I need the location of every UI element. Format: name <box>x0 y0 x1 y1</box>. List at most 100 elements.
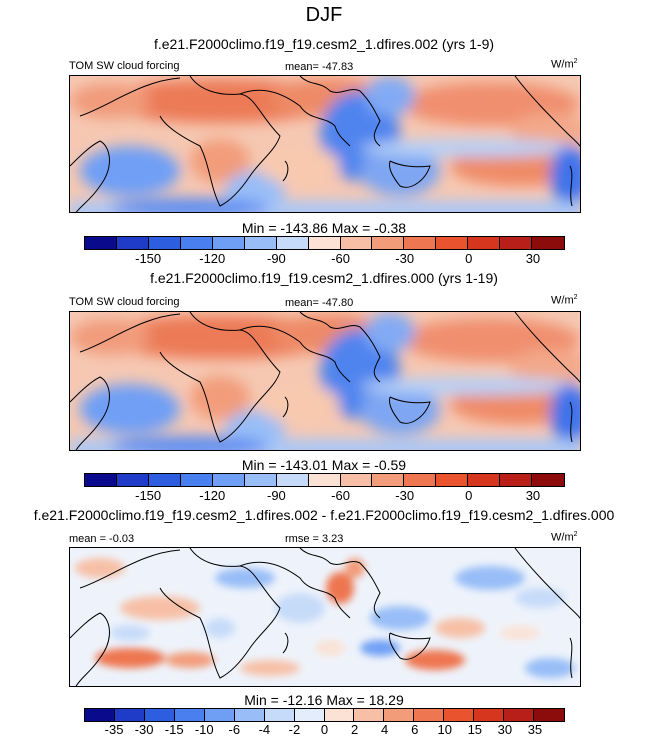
panel3-colorbar-ticks: -35 -30 -15 -10 -6 -4 -2 0 2 4 6 10 15 30 35 <box>84 722 565 740</box>
colorbar-tick-label: 10 <box>437 722 452 737</box>
colorbar-tick-label: 30 <box>497 722 513 737</box>
colorbar-swatch <box>148 474 181 486</box>
colorbar-tick-label: -4 <box>258 722 271 737</box>
colorbar-swatch <box>340 474 373 486</box>
colorbar-tick-label: -30 <box>134 722 154 737</box>
colorbar-swatch <box>294 709 325 721</box>
panel3-map-svg <box>70 548 580 686</box>
panel1-mean: mean= -47.83 <box>285 61 354 73</box>
colorbar-tick-label: 30 <box>525 251 541 266</box>
colorbar-swatch <box>85 474 117 486</box>
panel2-map <box>69 311 581 451</box>
colorbar-swatch <box>116 237 149 249</box>
colorbar-tick-label: -150 <box>135 251 162 266</box>
colorbar-swatch <box>244 237 277 249</box>
colorbar-tick-label: -2 <box>288 722 301 737</box>
colorbar-tick-label: -30 <box>395 488 415 503</box>
colorbar-swatch <box>404 474 437 486</box>
colorbar-swatch <box>468 474 501 486</box>
panel2-case-title: f.e21.F2000climo.f19_f19.cesm2_1.dfires.… <box>150 270 498 286</box>
panel3-mean: mean = -0.03 <box>69 533 135 545</box>
colorbar-swatch <box>444 709 475 721</box>
panel3-units: W/m2 <box>551 531 578 544</box>
colorbar-swatch <box>372 237 405 249</box>
colorbar-swatch <box>414 709 445 721</box>
panel3-rmse: rmse = 3.23 <box>285 533 344 545</box>
colorbar-swatch <box>264 709 295 721</box>
colorbar-swatch <box>116 474 149 486</box>
colorbar-tick-label: 0 <box>465 488 473 503</box>
colorbar-swatch <box>308 237 341 249</box>
colorbar-tick-label: -60 <box>331 488 350 503</box>
colorbar-swatch <box>244 474 277 486</box>
colorbar-tick-label: -35 <box>104 722 124 737</box>
colorbar-swatch <box>174 709 205 721</box>
colorbar-tick-label: 4 <box>381 722 389 737</box>
colorbar-swatch <box>180 237 213 249</box>
colorbar-tick-label: -120 <box>199 251 226 266</box>
colorbar-tick-label: -15 <box>164 722 184 737</box>
colorbar-tick-label: -30 <box>395 251 415 266</box>
panel1-case-title: f.e21.F2000climo.f19_f19.cesm2_1.dfires.… <box>153 36 495 52</box>
panel1-map-svg <box>70 76 580 212</box>
panel2-colorbar <box>84 473 565 487</box>
colorbar-swatch <box>468 237 501 249</box>
colorbar-tick-label: -120 <box>199 488 226 503</box>
colorbar-tick-label: 30 <box>525 488 541 503</box>
colorbar-swatch <box>212 474 245 486</box>
colorbar-swatch <box>436 474 469 486</box>
figure-title: DJF <box>305 4 343 26</box>
colorbar-swatch <box>85 709 115 721</box>
colorbar-swatch <box>532 474 565 486</box>
colorbar-tick-label: -60 <box>331 251 350 266</box>
colorbar-swatch <box>180 474 213 486</box>
colorbar-tick-label: -10 <box>194 722 214 737</box>
colorbar-swatch <box>204 709 235 721</box>
colorbar-tick-label: -90 <box>266 251 286 266</box>
panel1-colorbar-ticks: -150 -120 -90 -60 -30 0 30 <box>84 251 565 269</box>
panel1-units: W/m2 <box>551 58 578 71</box>
colorbar-tick-label: 0 <box>320 722 329 737</box>
colorbar-tick-label: -90 <box>266 488 286 503</box>
panel2-map-svg <box>70 312 580 450</box>
colorbar-tick-label: 35 <box>527 722 543 737</box>
colorbar-swatch <box>308 474 341 486</box>
colorbar-swatch <box>324 709 355 721</box>
panel1-stats: Min = -143.86 Max = -0.38 <box>241 220 407 236</box>
colorbar-tick-label: -6 <box>228 722 241 737</box>
colorbar-swatch <box>500 474 533 486</box>
colorbar-swatch <box>85 237 117 249</box>
colorbar-swatch <box>340 237 373 249</box>
colorbar-swatch <box>234 709 265 721</box>
panel1-map <box>69 75 581 213</box>
colorbar-tick-label: 2 <box>350 722 359 737</box>
panel2-variable-label: TOM SW cloud forcing <box>69 296 180 308</box>
colorbar-tick-label: 6 <box>411 722 419 737</box>
colorbar-swatch <box>114 709 145 721</box>
panel2-mean: mean= -47.80 <box>285 297 354 309</box>
panel2-units: W/m2 <box>551 294 578 307</box>
colorbar-swatch <box>500 237 533 249</box>
colorbar-tick-label: 0 <box>465 251 473 266</box>
panel3-map <box>69 547 581 687</box>
panel2-colorbar-ticks: -150 -120 -90 -60 -30 0 30 <box>84 488 565 506</box>
colorbar-swatch <box>276 237 309 249</box>
colorbar-swatch <box>504 709 535 721</box>
colorbar-swatch <box>436 237 469 249</box>
panel1-colorbar <box>84 236 565 250</box>
colorbar-swatch <box>148 237 181 249</box>
colorbar-swatch <box>144 709 175 721</box>
panel3-case-title: f.e21.F2000climo.f19_f19.cesm2_1.dfires.… <box>33 507 615 523</box>
colorbar-swatch <box>212 237 245 249</box>
colorbar-swatch <box>404 237 437 249</box>
panel1-variable-label: TOM SW cloud forcing <box>69 60 180 72</box>
colorbar-swatch <box>534 709 564 721</box>
colorbar-swatch <box>372 474 405 486</box>
colorbar-swatch <box>384 709 415 721</box>
colorbar-tick-label: 15 <box>467 722 483 737</box>
colorbar-swatch <box>276 474 309 486</box>
panel3-stats: Min = -12.16 Max = 18.29 <box>244 692 404 708</box>
colorbar-swatch <box>474 709 505 721</box>
colorbar-tick-label: -150 <box>135 488 162 503</box>
panel3-colorbar <box>84 708 565 722</box>
